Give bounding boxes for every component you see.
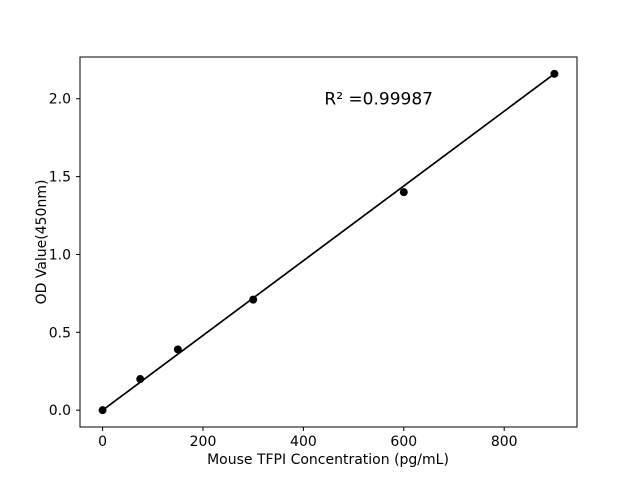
data-point	[173, 345, 182, 354]
x-tick-label: 400	[290, 434, 317, 450]
x-axis-label: Mouse TFPI Concentration (pg/mL)	[207, 452, 449, 468]
y-tick-label: 2.0	[49, 92, 71, 108]
x-tick-label: 600	[390, 434, 417, 450]
y-axis-label: OD Value(450nm)	[34, 180, 50, 305]
data-point	[98, 406, 107, 415]
x-tick-label: 200	[190, 434, 217, 450]
r-squared-annotation: R² =0.99987	[324, 90, 433, 110]
y-tick-label: 1.0	[49, 247, 71, 263]
data-point	[136, 375, 145, 384]
y-tick-label: 0.5	[49, 325, 71, 341]
x-tick-label: 0	[98, 434, 107, 450]
data-point	[399, 188, 408, 197]
x-tick-label: 800	[491, 434, 518, 450]
plot-frame	[79, 56, 578, 428]
y-tick-label: 1.5	[49, 170, 71, 186]
data-point	[550, 69, 559, 78]
data-point	[249, 295, 258, 304]
y-tick-label: 0.0	[49, 403, 71, 419]
fit-line	[102, 73, 555, 411]
